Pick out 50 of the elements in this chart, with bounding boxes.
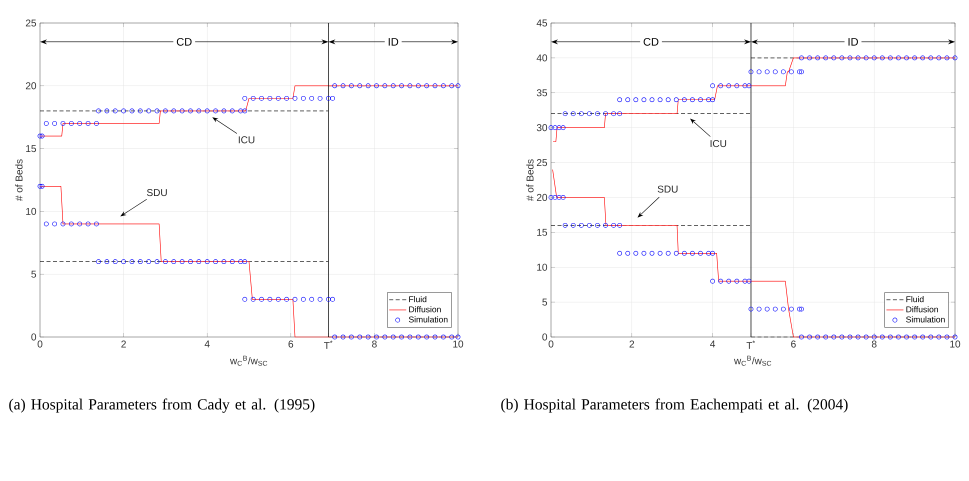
y-tick-label: 10 xyxy=(537,264,548,271)
y-tick-label: 20 xyxy=(26,82,36,90)
x-tick-label: 0 xyxy=(38,340,42,348)
x-tick-label: 6 xyxy=(791,340,796,348)
y-axis-title: # of Beds xyxy=(15,159,23,202)
y-tick-label: 10 xyxy=(26,208,36,215)
annotation: ID xyxy=(848,38,858,46)
annotation: SDU xyxy=(658,186,678,193)
y-tick-label: 45 xyxy=(536,20,548,26)
x-tick-label: 4 xyxy=(710,340,716,348)
y-tick-label: 5 xyxy=(31,270,36,278)
x-axis-title: w$_{C}$$^{B}$/w$_{SC}$ xyxy=(230,356,268,366)
legend-label: Simulation xyxy=(906,316,945,322)
annotation: ICU xyxy=(710,140,726,148)
y-tick-label: 35 xyxy=(536,89,548,96)
y-tick-label: 25 xyxy=(26,19,36,27)
x-tick-label: 2 xyxy=(121,340,126,348)
x-tick-label: T$^{*}$ xyxy=(746,340,756,349)
annotation: CD xyxy=(176,38,192,46)
annotation: SDU xyxy=(146,189,167,196)
legend-label: Fluid xyxy=(409,296,426,302)
x-tick-label: 8 xyxy=(372,340,377,348)
x-tick-label: 8 xyxy=(872,340,877,348)
x-tick-label: 10 xyxy=(453,340,464,348)
y-tick-label: 20 xyxy=(536,194,548,201)
legend-label: Diffusion xyxy=(906,306,938,312)
y-axis-title: # of Beds xyxy=(526,159,534,202)
x-tick-label: T$^{*}$ xyxy=(324,340,332,349)
text: (a) Hospital Parameters from Cady et al. (1995) xyxy=(9,398,314,413)
annotation: ID xyxy=(388,38,398,46)
y-tick-label: 5 xyxy=(542,298,548,306)
y-tick-label: 15 xyxy=(537,228,548,236)
annotation: CD xyxy=(644,38,658,46)
x-tick-label: 2 xyxy=(630,340,634,348)
y-tick-label: 0 xyxy=(542,333,548,341)
x-tick-label: 6 xyxy=(288,340,294,348)
x-tick-label: 10 xyxy=(950,340,960,348)
legend-label: Simulation xyxy=(408,316,448,322)
y-tick-label: 25 xyxy=(536,159,548,166)
x-axis-title: w$_{C}$$^{B}$/w$_{SC}$ xyxy=(734,356,772,366)
y-tick-label: 15 xyxy=(26,145,36,152)
legend-label: Diffusion xyxy=(409,306,441,312)
legend-label: Fluid xyxy=(906,296,924,302)
x-tick-label: 4 xyxy=(204,340,210,348)
text: (b) Hospital Parameters from Eachempati et al. (2004) xyxy=(501,398,848,413)
y-tick-label: 40 xyxy=(536,54,548,62)
y-tick-label: 30 xyxy=(536,124,548,132)
annotation: ICU xyxy=(238,136,254,144)
x-tick-label: 0 xyxy=(548,340,554,348)
y-tick-label: 0 xyxy=(31,333,36,341)
